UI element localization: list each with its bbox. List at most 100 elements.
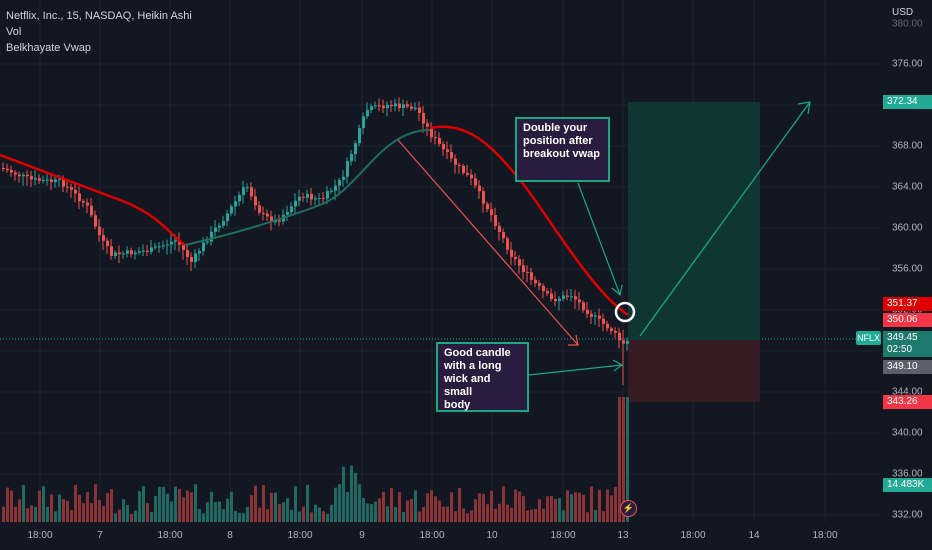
candle-body	[474, 178, 477, 186]
candle-body	[370, 106, 373, 110]
volume-bar	[162, 487, 165, 522]
candle-body	[262, 212, 265, 214]
volume-bar	[350, 465, 353, 522]
candle-body	[78, 193, 81, 202]
stop-price-badge: 343.26	[883, 395, 932, 409]
volume-bar	[234, 510, 237, 522]
volume-bar	[330, 504, 333, 522]
volume-bar	[194, 484, 197, 522]
volume-bar	[598, 489, 601, 522]
volume-indicator-label[interactable]: Vol	[6, 26, 22, 38]
volume-bar	[310, 512, 313, 522]
candle-body	[330, 190, 333, 192]
candle-body	[14, 172, 17, 175]
note-line: with a long	[444, 360, 502, 372]
candle-body	[94, 215, 97, 227]
volume-bar	[66, 500, 69, 522]
symbol-tag[interactable]: NFLX	[856, 331, 881, 345]
volume-bar	[106, 493, 109, 522]
symbol-title[interactable]: Netflix, Inc., 15, NASDAQ, Heikin Ashi	[6, 10, 192, 22]
vwap-red-line	[0, 153, 186, 247]
candle-body	[106, 240, 109, 247]
candle-body	[10, 170, 13, 173]
candle-body	[362, 116, 365, 129]
candle-body	[414, 107, 417, 109]
candle-body	[222, 221, 225, 226]
volume-bar	[570, 494, 573, 522]
candle-body	[242, 187, 245, 195]
candle-body	[54, 179, 57, 182]
volume-bar	[374, 501, 377, 522]
volume-bar	[286, 498, 289, 522]
candle-body	[530, 272, 533, 280]
volume-bar	[358, 484, 361, 522]
volume-bar	[462, 508, 465, 522]
vwap-indicator-label[interactable]: Belkhayate Vwap	[6, 42, 91, 54]
volume-bar	[142, 486, 145, 522]
volume-bar	[322, 511, 325, 522]
candle-body	[66, 186, 69, 188]
volume-bar	[306, 484, 309, 522]
volume-bar	[418, 511, 421, 522]
candle-body	[618, 332, 621, 341]
candle-body	[314, 198, 317, 200]
candle-body	[450, 152, 453, 159]
currency-label[interactable]: USD	[892, 7, 914, 18]
last-price: 349.45	[887, 332, 918, 343]
volume-bar	[406, 500, 409, 522]
price-tick: 360.00	[892, 222, 923, 234]
volume-bar	[22, 484, 25, 522]
target-price-badge: 372.34	[883, 95, 932, 109]
arrowhead	[797, 101, 811, 115]
volume-bar	[474, 499, 477, 522]
volume-bar	[542, 508, 545, 522]
volume-bar	[210, 491, 213, 522]
volume-bar	[494, 508, 497, 522]
volume-bar	[214, 502, 217, 522]
candle-body	[198, 251, 201, 254]
volume-bar	[14, 506, 17, 522]
candle-body	[610, 328, 613, 332]
volume-bar	[134, 510, 137, 522]
candle-body	[554, 298, 557, 302]
volume-bar	[342, 466, 345, 522]
volume-bar	[430, 490, 433, 522]
candle-body	[386, 104, 389, 109]
candle-body	[294, 200, 297, 207]
volume-bar	[550, 495, 553, 522]
price-tick: 332.00	[892, 509, 923, 521]
position-zones	[628, 102, 760, 402]
note-double-position[interactable]: Double your position after breakout vwap	[515, 117, 610, 182]
volume-bar	[458, 487, 461, 522]
volume-bar	[90, 503, 93, 522]
volume-bar	[54, 511, 57, 522]
volume-bar	[282, 502, 285, 522]
candle-body	[598, 315, 601, 319]
volume-bar	[86, 491, 89, 522]
price-tick: 380.00	[892, 18, 923, 30]
volume-bar	[6, 487, 9, 522]
candle-body	[494, 215, 497, 226]
downtrend-arrow	[397, 139, 579, 346]
volume-bar	[566, 490, 569, 522]
candle-body	[42, 179, 45, 181]
candle-body	[586, 309, 589, 314]
volume-bar	[562, 510, 565, 522]
note-good-candle[interactable]: Good candle with a long wick and small b…	[436, 342, 529, 412]
candle-body	[74, 189, 77, 194]
candle-body	[190, 257, 193, 263]
lightning-icon[interactable]: ⚡	[620, 500, 637, 517]
candle-body	[254, 196, 257, 206]
volume-bar	[390, 488, 393, 522]
candle-body	[394, 103, 397, 107]
arrowhead	[611, 284, 623, 297]
candle-body	[614, 331, 617, 333]
volume-bar	[58, 494, 61, 522]
volume-bar	[274, 492, 277, 522]
volume-bar	[362, 498, 365, 522]
volume-bar	[98, 499, 101, 522]
volume-bar	[586, 512, 589, 522]
time-tick: 7	[97, 530, 103, 541]
volume-bar	[2, 506, 5, 522]
